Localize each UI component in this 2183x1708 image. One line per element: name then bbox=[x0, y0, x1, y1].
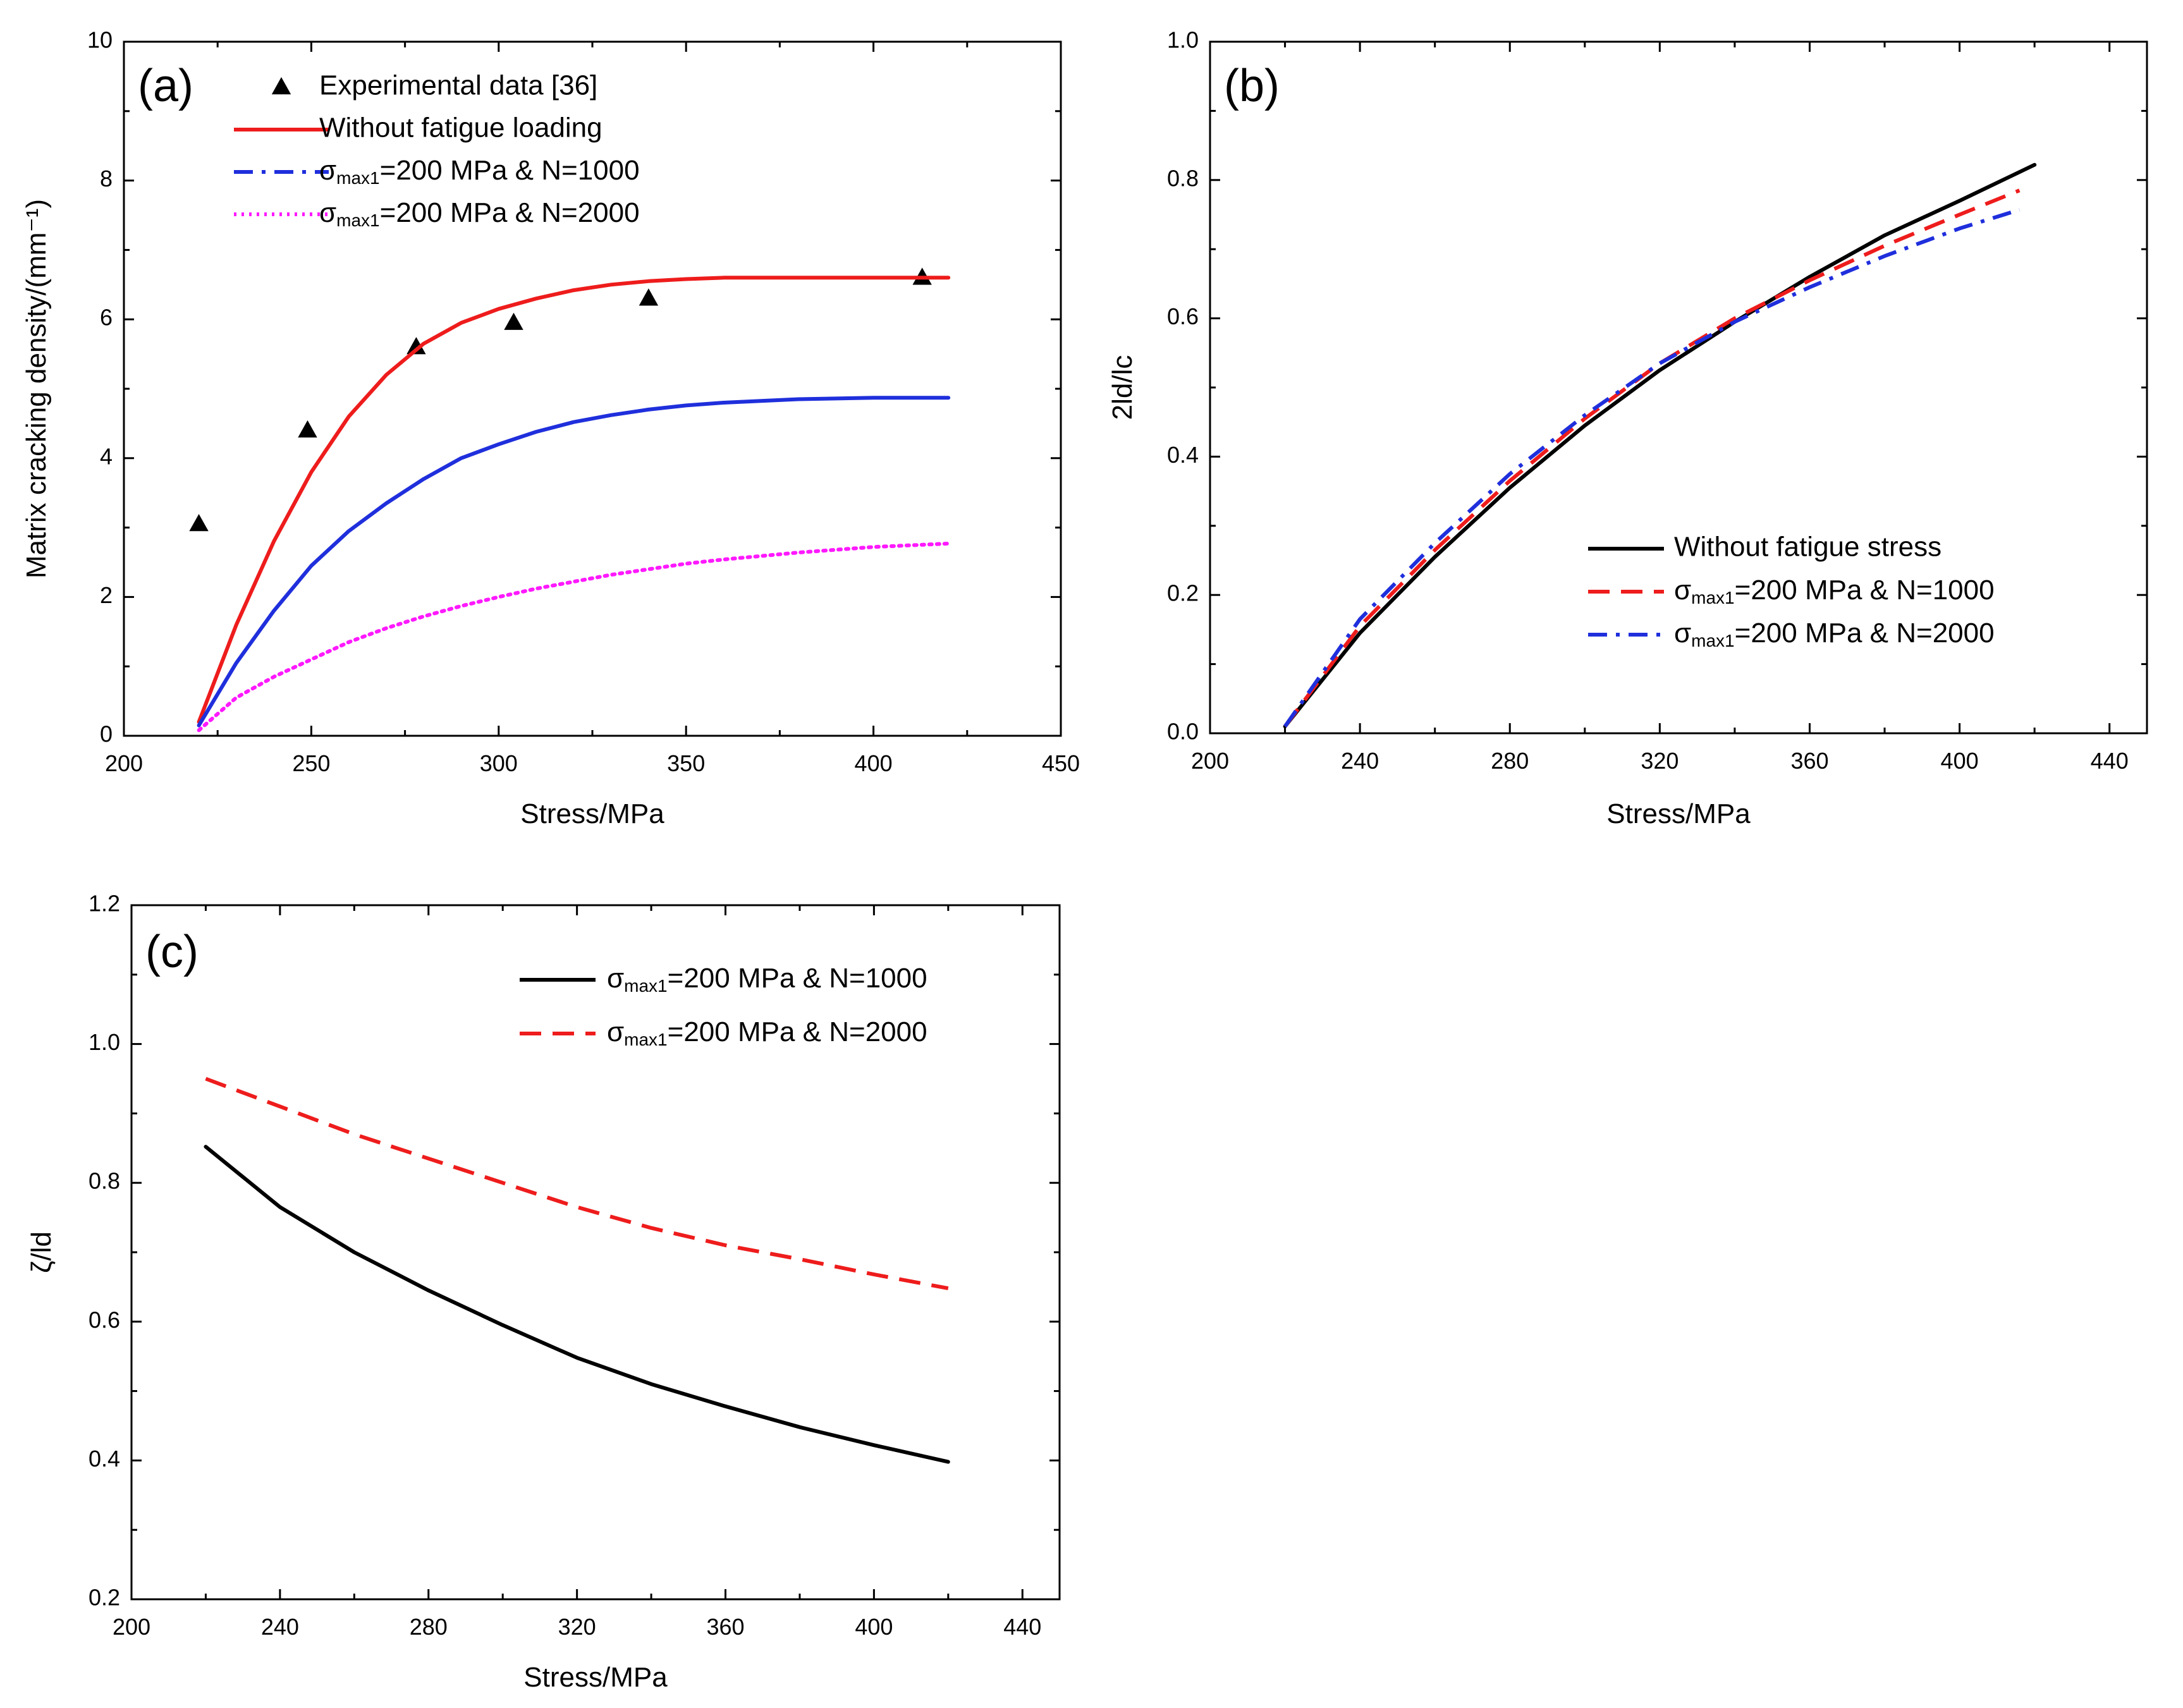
y-tick-label: 0.8 bbox=[89, 1168, 120, 1194]
y-tick-label: 0.4 bbox=[89, 1446, 120, 1472]
series-line-3 bbox=[1283, 207, 2021, 728]
legend-label-text: =200 MPa & N=1000 bbox=[380, 155, 640, 186]
y-axis-title: Matrix cracking density/(mm⁻¹) bbox=[21, 199, 52, 578]
legend-label: σmax1=200 MPa & N=1000 bbox=[319, 155, 640, 188]
x-tick-label: 450 bbox=[1042, 750, 1080, 776]
legend-sigma: σ bbox=[1674, 575, 1691, 606]
series-line-1 bbox=[204, 1145, 950, 1464]
plot-frame bbox=[130, 904, 1061, 1601]
legend-label: Without fatigue stress bbox=[1674, 532, 1941, 563]
panel-label: (a) bbox=[138, 61, 193, 111]
y-tick-label: 0.4 bbox=[1167, 442, 1199, 468]
x-tick-label: 280 bbox=[410, 1614, 448, 1640]
legend-subscript: max1 bbox=[1691, 588, 1734, 607]
legend-subscript: max1 bbox=[336, 210, 379, 230]
legend-sigma: σ bbox=[607, 1016, 624, 1047]
x-tick-label: 320 bbox=[1641, 748, 1679, 774]
legend-label-text: =200 MPa & N=2000 bbox=[380, 197, 640, 228]
y-tick-label: 0.2 bbox=[1167, 580, 1199, 606]
y-tick-label: 1.0 bbox=[1167, 27, 1199, 53]
y-tick-label: 1.2 bbox=[89, 891, 120, 917]
series-line-2 bbox=[197, 276, 951, 724]
x-tick-label: 200 bbox=[113, 1614, 150, 1640]
y-tick-label: 10 bbox=[87, 27, 113, 53]
data-point bbox=[189, 514, 209, 532]
y-tick-label: 1.0 bbox=[89, 1029, 120, 1055]
y-axis-title: ζ/ld bbox=[26, 1231, 57, 1273]
y-tick-label: 0.6 bbox=[1167, 303, 1199, 329]
panel-label: (b) bbox=[1224, 61, 1280, 111]
panel-label: (c) bbox=[145, 927, 199, 977]
legend-subscript: max1 bbox=[1691, 631, 1734, 650]
x-tick-label: 440 bbox=[1003, 1614, 1041, 1640]
y-axis-title: 2ld/lc bbox=[1107, 355, 1138, 420]
legend-subscript: max1 bbox=[624, 976, 667, 996]
plot-frame bbox=[123, 40, 1062, 737]
data-point bbox=[407, 337, 426, 355]
x-tick-label: 350 bbox=[667, 750, 705, 776]
legend-marker bbox=[271, 77, 291, 95]
chart-panel-1: 200 250 300 350 400 450 0 2 4 6 8 10 Stress/MPa Matri… bbox=[21, 27, 1080, 829]
chart-panel-2: 200 240 280 320 360 400 440 0.0 0.2 0.4 0.6 0.8 1.0 S… bbox=[1107, 27, 2148, 829]
series-line-4 bbox=[197, 541, 951, 733]
chart-panel-3: 200 240 280 320 360 400 440 0.2 0.4 0.6 0.8 1.0 1.2 S… bbox=[26, 891, 1061, 1693]
x-tick-label: 360 bbox=[706, 1614, 744, 1640]
y-tick-label: 0.8 bbox=[1167, 165, 1199, 191]
x-tick-label: 440 bbox=[2091, 748, 2129, 774]
data-point bbox=[298, 420, 317, 438]
x-tick-label: 240 bbox=[261, 1614, 299, 1640]
x-tick-label: 280 bbox=[1491, 748, 1529, 774]
legend-label: σmax1=200 MPa & N=2000 bbox=[319, 197, 640, 231]
x-tick-label: 200 bbox=[1191, 748, 1229, 774]
x-axis-title: Stress/MPa bbox=[1606, 798, 1751, 829]
series-line-3 bbox=[197, 396, 951, 728]
x-tick-label: 200 bbox=[105, 750, 143, 776]
x-axis-title: Stress/MPa bbox=[520, 798, 664, 829]
data-point bbox=[639, 288, 659, 306]
series-line-1 bbox=[1283, 162, 2037, 729]
series-line-2 bbox=[205, 1077, 949, 1291]
legend-label-text: =200 MPa & N=2000 bbox=[1735, 618, 1995, 649]
x-tick-label: 240 bbox=[1341, 748, 1379, 774]
legend-label-text: =200 MPa & N=1000 bbox=[1735, 575, 1995, 606]
legend-label: σmax1=200 MPa & N=1000 bbox=[607, 963, 927, 996]
legend-label-text: =200 MPa & N=1000 bbox=[668, 963, 927, 994]
legend-sigma: σ bbox=[319, 197, 336, 228]
legend-subscript: max1 bbox=[624, 1030, 667, 1049]
legend-sigma: σ bbox=[1674, 618, 1691, 649]
y-tick-label: 0 bbox=[100, 721, 113, 747]
x-tick-label: 400 bbox=[855, 1614, 893, 1640]
x-tick-label: 400 bbox=[855, 750, 893, 776]
legend-label: σmax1=200 MPa & N=1000 bbox=[1674, 575, 1995, 608]
legend-label: Experimental data [36] bbox=[319, 70, 597, 101]
series-line-2 bbox=[1283, 188, 2021, 728]
y-tick-label: 0.6 bbox=[89, 1307, 120, 1333]
x-tick-label: 300 bbox=[480, 750, 518, 776]
y-tick-label: 6 bbox=[100, 305, 113, 331]
legend-label-text: =200 MPa & N=2000 bbox=[668, 1016, 927, 1047]
y-tick-label: 0.2 bbox=[89, 1585, 120, 1611]
legend-sigma: σ bbox=[319, 155, 336, 186]
data-point bbox=[504, 312, 523, 330]
y-tick-label: 2 bbox=[100, 582, 113, 608]
y-tick-label: 8 bbox=[100, 166, 113, 192]
x-tick-label: 320 bbox=[558, 1614, 596, 1640]
x-axis-title: Stress/MPa bbox=[523, 1662, 668, 1693]
x-tick-label: 360 bbox=[1790, 748, 1828, 774]
legend-label: σmax1=200 MPa & N=2000 bbox=[1674, 618, 1995, 651]
x-tick-label: 250 bbox=[292, 750, 330, 776]
y-tick-label: 0.0 bbox=[1167, 719, 1199, 745]
y-tick-label: 4 bbox=[100, 443, 113, 469]
legend-label: Without fatigue loading bbox=[319, 113, 602, 143]
legend-sigma: σ bbox=[607, 963, 624, 994]
x-tick-label: 400 bbox=[1941, 748, 1979, 774]
legend-subscript: max1 bbox=[336, 168, 379, 188]
legend-label: σmax1=200 MPa & N=2000 bbox=[607, 1016, 927, 1050]
